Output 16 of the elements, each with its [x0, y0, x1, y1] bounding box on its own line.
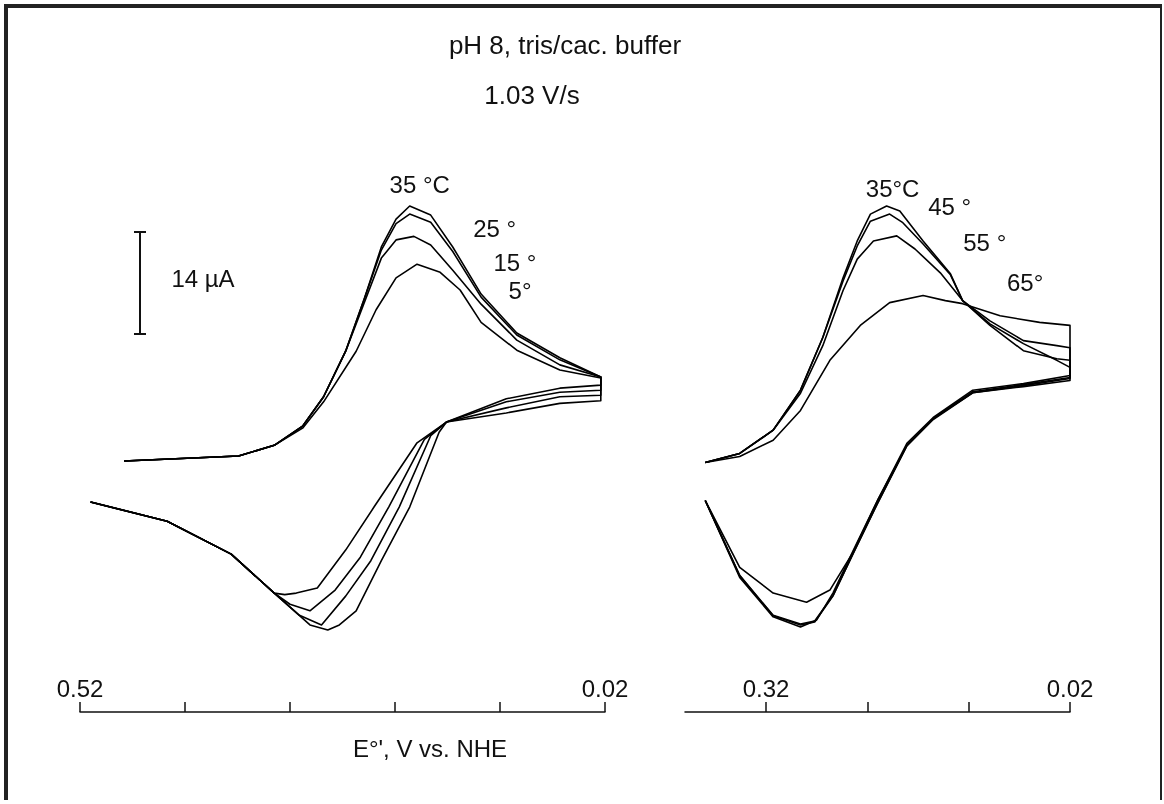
chart-title: pH 8, tris/cac. buffer — [448, 30, 682, 61]
series-label: 55 ° — [963, 229, 1007, 257]
x-tick-label: 0.02 — [581, 674, 629, 702]
series-label: 25 ° — [473, 214, 517, 242]
series-label: 15 ° — [493, 248, 537, 276]
series-label: 35 °C — [389, 170, 450, 198]
x-axis-title: E°', V vs. NHE — [352, 735, 508, 763]
x-tick-label: 0.52 — [56, 674, 104, 702]
x-tick-label: 0.32 — [742, 674, 790, 702]
annotation: 14 µA — [171, 265, 235, 293]
series-label: 65° — [1006, 269, 1044, 297]
x-tick-label: 0.02 — [1046, 674, 1094, 702]
series-label: 45 ° — [928, 192, 972, 220]
chart-subtitle: 1.03 V/s — [484, 80, 580, 111]
series-label: 35°C — [865, 174, 920, 202]
series-label: 5° — [508, 276, 532, 304]
